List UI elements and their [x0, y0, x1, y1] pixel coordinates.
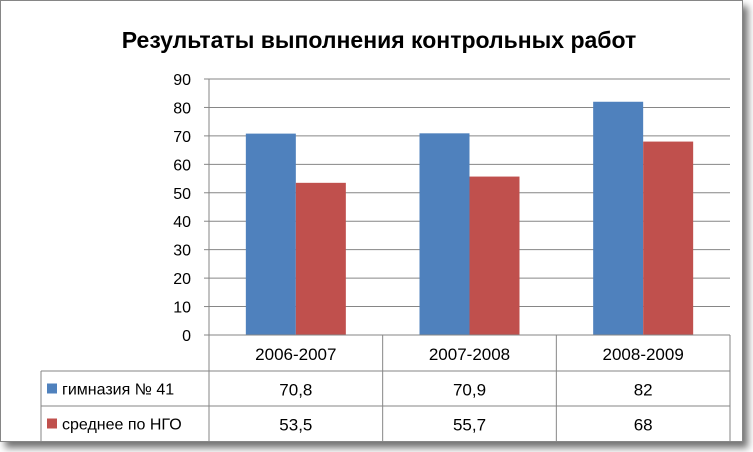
category-label-2006-2007: 2006-2007: [255, 345, 336, 364]
bar-2-2008-2009: [643, 141, 694, 335]
legend-label-1: гимназия № 41: [62, 382, 174, 399]
y-tick-label-40: 40: [173, 214, 191, 231]
legend-key-2: [47, 418, 57, 429]
table-value-1-3: 82: [634, 381, 653, 400]
data-table: 2006-2007 2007-2008 2008-2009 гимназия № 41…: [40, 334, 731, 441]
table-value-1-2: 70,9: [453, 381, 486, 400]
y-tick-label-90: 90: [173, 72, 191, 89]
y-tick-label-30: 30: [173, 243, 191, 260]
legend-label-2: среднее по НГО: [62, 417, 182, 434]
y-axis-ticks: 0 10 20 30 40 50 60 70 80 90: [173, 72, 191, 345]
y-tick-label-0: 0: [182, 328, 191, 345]
table-value-2-3: 68: [634, 416, 653, 435]
table-value-2-2: 55,7: [453, 416, 486, 435]
legend-key-1: [47, 383, 57, 394]
y-tick-label-80: 80: [173, 100, 191, 117]
y-tick-label-50: 50: [173, 186, 191, 203]
y-tick-label-60: 60: [173, 157, 191, 174]
bar-2-2007-2008: [469, 176, 520, 335]
bar-1-2007-2008: [419, 133, 470, 335]
bar-1-2008-2009: [593, 101, 644, 335]
y-tick-label-20: 20: [173, 271, 191, 288]
table-value-1-1: 70,8: [279, 381, 312, 400]
chart-svg: Результаты выполнения контрольных работ …: [40, 27, 731, 441]
category-label-2008-2009: 2008-2009: [603, 345, 684, 364]
chart-title: Результаты выполнения контрольных работ: [122, 27, 636, 53]
bars: [245, 101, 694, 335]
y-tick-label-10: 10: [173, 300, 191, 317]
chart-frame: Результаты выполнения контрольных работ …: [0, 0, 743, 442]
category-label-2007-2008: 2007-2008: [429, 345, 510, 364]
y-tick-label-70: 70: [173, 129, 191, 146]
bar-2-2006-2007: [295, 182, 346, 335]
bar-1-2006-2007: [245, 133, 296, 335]
table-value-2-1: 53,5: [279, 416, 312, 435]
